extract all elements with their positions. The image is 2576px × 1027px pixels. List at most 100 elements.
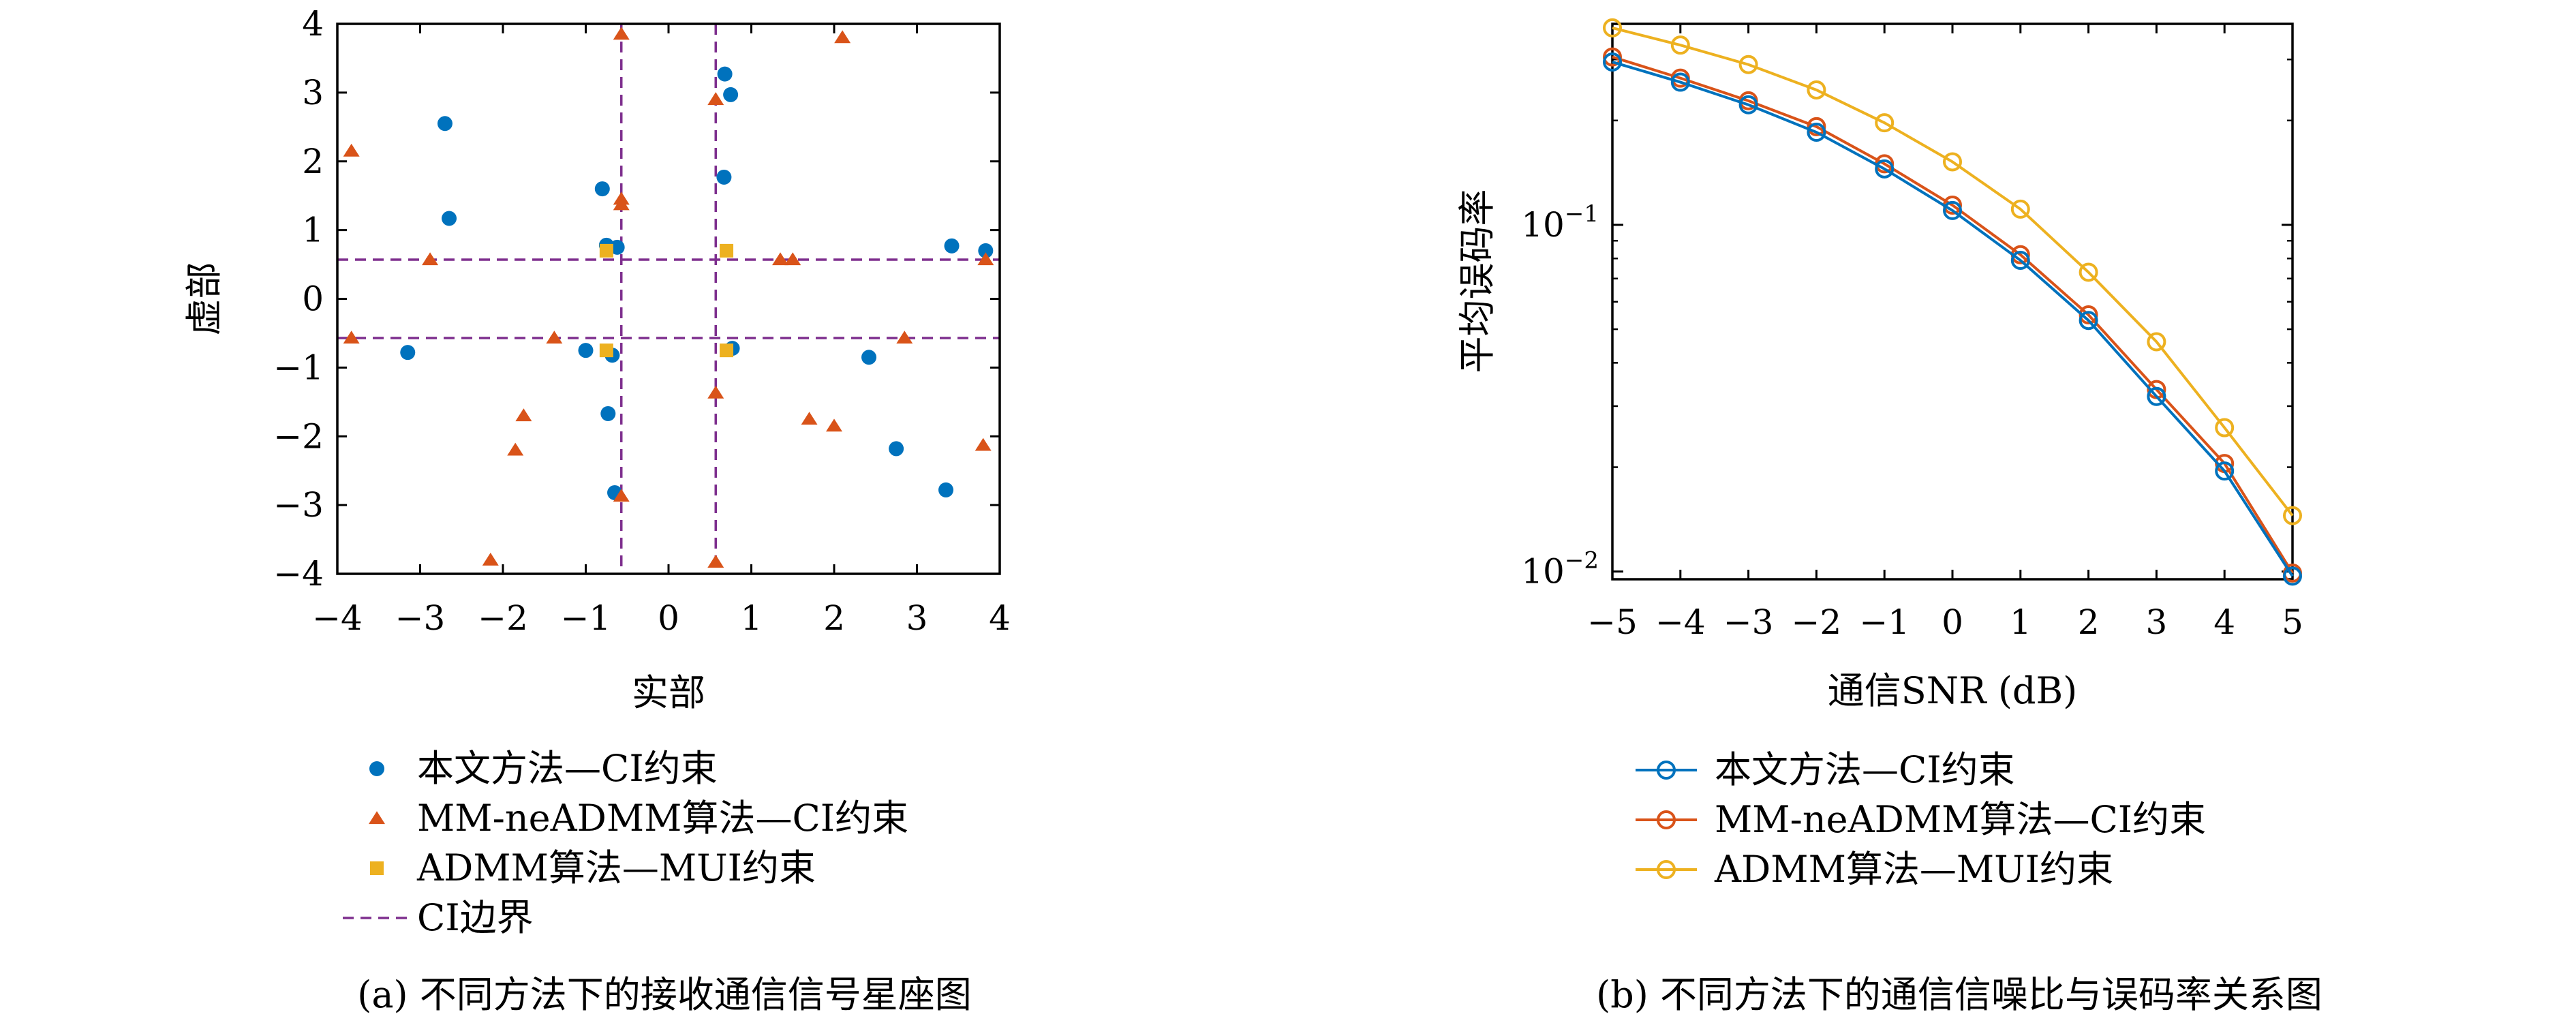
legend-marker-square bbox=[370, 861, 384, 875]
legend-label: CI边界 bbox=[417, 896, 534, 939]
data-point-triangle bbox=[343, 331, 360, 344]
data-point-marker bbox=[1875, 159, 1895, 179]
legend-marker-triangle bbox=[369, 811, 385, 825]
data-point-marker bbox=[2010, 251, 2030, 271]
plot-frame bbox=[1611, 22, 2294, 581]
data-point-triangle bbox=[707, 555, 724, 568]
data-point-marker bbox=[2215, 461, 2235, 481]
data-point-marker bbox=[2079, 311, 2098, 331]
y-axis-label: 虚部 bbox=[183, 262, 226, 336]
data-point-triangle bbox=[975, 438, 992, 451]
data-point-circle bbox=[578, 343, 594, 358]
series-line bbox=[1612, 55, 2294, 574]
y-axis-label: 平均误码率 bbox=[1456, 189, 1499, 373]
x-tick-label: 0 bbox=[1942, 602, 1963, 642]
x-tick-label: −2 bbox=[478, 598, 528, 638]
data-point-triangle bbox=[707, 385, 724, 399]
data-point-marker bbox=[2079, 262, 2098, 282]
x-tick-label: −2 bbox=[1792, 602, 1842, 642]
x-axis-label: 实部 bbox=[632, 671, 705, 714]
y-tick-label: 3 bbox=[302, 73, 324, 112]
x-tick-label: 5 bbox=[2282, 602, 2303, 642]
legend-label: 本文方法—CI约束 bbox=[417, 747, 718, 790]
x-tick-label: −3 bbox=[1723, 602, 1774, 642]
data-point-triangle bbox=[343, 143, 360, 157]
data-point-marker bbox=[2215, 418, 2235, 438]
data-point-marker bbox=[1807, 123, 1826, 142]
data-point-circle bbox=[889, 441, 904, 457]
y-tick-label: −3 bbox=[273, 485, 324, 525]
data-point-triangle bbox=[515, 408, 532, 422]
data-point-marker bbox=[1807, 117, 1826, 136]
data-point-triangle bbox=[896, 331, 913, 344]
plot-frame bbox=[336, 22, 1001, 575]
data-point-square bbox=[720, 343, 734, 358]
y-tick-label: 10−1 bbox=[1521, 200, 1599, 245]
y-tick-base: 10 bbox=[1521, 205, 1565, 245]
y-tick-label: 10−2 bbox=[1521, 547, 1599, 592]
y-tick-exponent: −1 bbox=[1565, 200, 1599, 228]
x-tick-label: −1 bbox=[1859, 602, 1910, 642]
data-point-marker bbox=[1738, 55, 1758, 74]
y-tick-label: −4 bbox=[273, 554, 324, 594]
data-point-triangle bbox=[613, 489, 630, 502]
legend-label: MM-neADMM算法—CI约束 bbox=[417, 797, 908, 840]
data-point-marker bbox=[1875, 113, 1895, 133]
data-point-triangle bbox=[613, 197, 630, 211]
data-point-marker bbox=[2283, 506, 2302, 525]
series-line bbox=[1612, 61, 2294, 577]
x-tick-label: 3 bbox=[2145, 602, 2167, 642]
x-tick-label: −3 bbox=[395, 598, 446, 638]
data-point-marker bbox=[2283, 566, 2302, 586]
data-point-circle bbox=[717, 66, 733, 82]
data-point-square bbox=[599, 343, 613, 358]
x-tick-label: 2 bbox=[2078, 602, 2100, 642]
y-tick-label: −2 bbox=[273, 416, 324, 456]
data-point-square bbox=[720, 243, 734, 258]
x-tick-label: 1 bbox=[741, 598, 763, 638]
data-point-marker bbox=[1943, 152, 1962, 172]
data-point-triangle bbox=[613, 27, 630, 40]
x-tick-label: −4 bbox=[1655, 602, 1706, 642]
data-point-circle bbox=[442, 211, 457, 226]
x-tick-label: −4 bbox=[312, 598, 363, 638]
data-point-triangle bbox=[507, 442, 524, 456]
data-point-square bbox=[599, 243, 613, 258]
x-tick-label: −1 bbox=[561, 598, 611, 638]
series-line bbox=[1612, 26, 2294, 517]
x-tick-label: −5 bbox=[1587, 602, 1638, 642]
legend-label: 本文方法—CI约束 bbox=[1715, 748, 2015, 791]
legend-label: MM-neADMM算法—CI约束 bbox=[1715, 798, 2206, 841]
data-point-circle bbox=[437, 116, 453, 132]
caption-b: (b) 不同方法下的通信信噪比与误码率关系图 bbox=[1596, 973, 2322, 1016]
data-point-circle bbox=[594, 181, 610, 197]
data-point-marker bbox=[1670, 35, 1690, 55]
data-point-triangle bbox=[772, 252, 789, 266]
x-tick-label: 4 bbox=[989, 598, 1011, 638]
data-point-circle bbox=[978, 243, 994, 258]
data-point-marker bbox=[1807, 80, 1826, 99]
y-tick-label: −1 bbox=[273, 348, 324, 387]
data-point-circle bbox=[609, 239, 625, 255]
data-point-circle bbox=[400, 345, 416, 361]
data-point-marker bbox=[2147, 386, 2166, 406]
x-tick-label: 3 bbox=[906, 598, 928, 638]
data-point-triangle bbox=[422, 252, 439, 266]
y-tick-label: 2 bbox=[302, 142, 324, 181]
y-tick-base: 10 bbox=[1521, 552, 1565, 592]
legend-label: ADMM算法—MUI约束 bbox=[416, 846, 816, 889]
data-point-triangle bbox=[482, 553, 499, 566]
y-tick-label: 1 bbox=[302, 211, 324, 250]
data-point-triangle bbox=[707, 92, 724, 106]
legend-marker-circle bbox=[369, 761, 384, 776]
data-point-circle bbox=[723, 87, 739, 102]
y-tick-label: 0 bbox=[302, 279, 324, 319]
x-tick-label: 0 bbox=[658, 598, 679, 638]
data-point-triangle bbox=[801, 412, 818, 425]
data-point-triangle bbox=[784, 252, 801, 266]
caption-a: (a) 不同方法下的接收通信信号星座图 bbox=[357, 973, 972, 1016]
data-point-circle bbox=[716, 169, 732, 185]
